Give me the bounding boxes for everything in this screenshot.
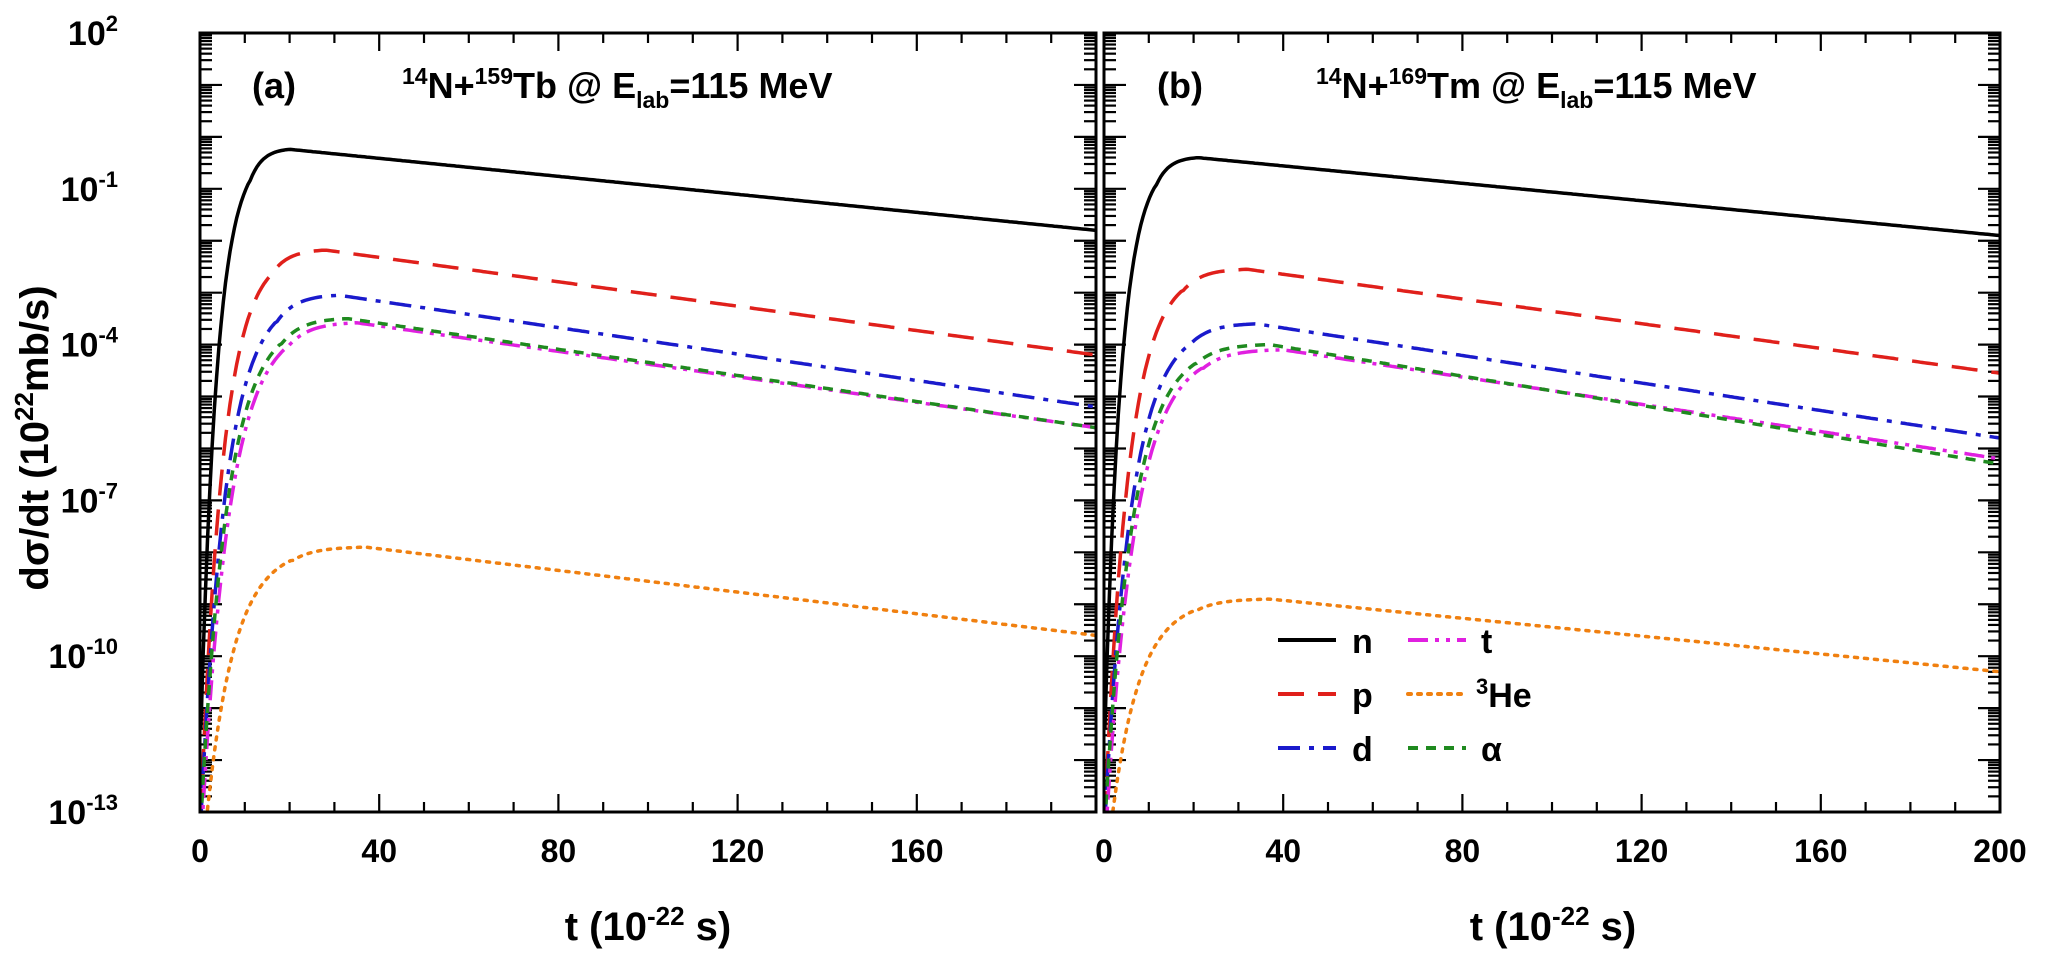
- panel-a-tag: (a): [252, 65, 296, 106]
- series-d-line: [1104, 322, 1999, 812]
- series-t-line: [1105, 348, 1999, 812]
- legend-label-t: t: [1481, 623, 1492, 661]
- series-p-line: [1104, 267, 1999, 812]
- panel-a-title: 14N+159Tb @ Elab=115 MeV: [402, 63, 832, 113]
- y-tick-label: 10-10: [48, 634, 118, 676]
- x-tick-label: 40: [361, 833, 397, 869]
- legend-entry-t: t: [1408, 623, 1492, 661]
- legend-entry-p: p: [1278, 677, 1373, 715]
- legend-entry-he3: 3He: [1406, 674, 1532, 715]
- legend-entry-n: n: [1278, 623, 1373, 661]
- y-tick-label: 10-1: [61, 167, 118, 209]
- series-n-line: [200, 147, 1095, 729]
- legend-entry-d: d: [1278, 731, 1373, 769]
- series-n-line: [1104, 155, 1999, 729]
- panel-b-title: 14N+169Tm @ Elab=115 MeV: [1316, 63, 1756, 113]
- panel-a: (a) 14N+159Tb @ Elab=115 MeV 0 40 80 120…: [191, 31, 1098, 949]
- legend-label-p: p: [1352, 677, 1373, 715]
- series-alpha-line: [1104, 342, 1999, 812]
- legend: n t p 3He d α: [1278, 623, 1532, 769]
- x-tick-label: 200: [1973, 833, 2026, 869]
- x-tick-label: 120: [1615, 833, 1668, 869]
- panel-a-curves: [200, 147, 1096, 812]
- legend-label-d: d: [1352, 731, 1373, 769]
- legend-label-n: n: [1352, 623, 1373, 661]
- panel-a-x-axis-label: t (10-22 s): [565, 901, 732, 949]
- x-tick-label: 0: [191, 833, 209, 869]
- x-tick-label: 40: [1265, 833, 1301, 869]
- series-alpha-line: [200, 316, 1095, 812]
- legend-label-alpha: α: [1481, 731, 1502, 769]
- x-tick-label: 120: [711, 833, 764, 869]
- panel-b-frame: [1102, 31, 2002, 814]
- y-axis-label: dσ/dt (1022mb/s): [9, 285, 57, 590]
- series-d-line: [200, 293, 1095, 812]
- y-tick-label: 10-7: [61, 478, 118, 520]
- legend-label-he3: 3He: [1476, 674, 1532, 715]
- y-tick-label: 102: [68, 11, 118, 53]
- panel-b-x-tick-labels: 0 40 80 120 160 200: [1095, 833, 2027, 869]
- panel-b-curves: [1104, 155, 2000, 812]
- panel-a-frame: [198, 31, 1098, 814]
- y-tick-label: 10-13: [48, 790, 118, 832]
- x-tick-label: 80: [541, 833, 577, 869]
- panel-b-tag: (b): [1157, 65, 1203, 106]
- panel-a-x-tick-labels: 0 40 80 120 160: [191, 833, 943, 869]
- series-he3-line: [205, 545, 1096, 812]
- legend-entry-alpha: α: [1408, 731, 1502, 769]
- y-tick-labels: 102 10-1 10-4 10-7 10-10 10-13: [48, 11, 118, 832]
- panel-b: (b) 14N+169Tm @ Elab=115 MeV 0 40 80 120…: [1095, 31, 2027, 949]
- y-tick-label: 10-4: [61, 323, 119, 365]
- series-p-line: [200, 248, 1095, 812]
- panel-b-x-axis-label: t (10-22 s): [1470, 901, 1637, 949]
- x-tick-label: 80: [1445, 833, 1481, 869]
- x-tick-label: 0: [1095, 833, 1113, 869]
- x-tick-label: 160: [1794, 833, 1847, 869]
- x-tick-label: 160: [890, 833, 943, 869]
